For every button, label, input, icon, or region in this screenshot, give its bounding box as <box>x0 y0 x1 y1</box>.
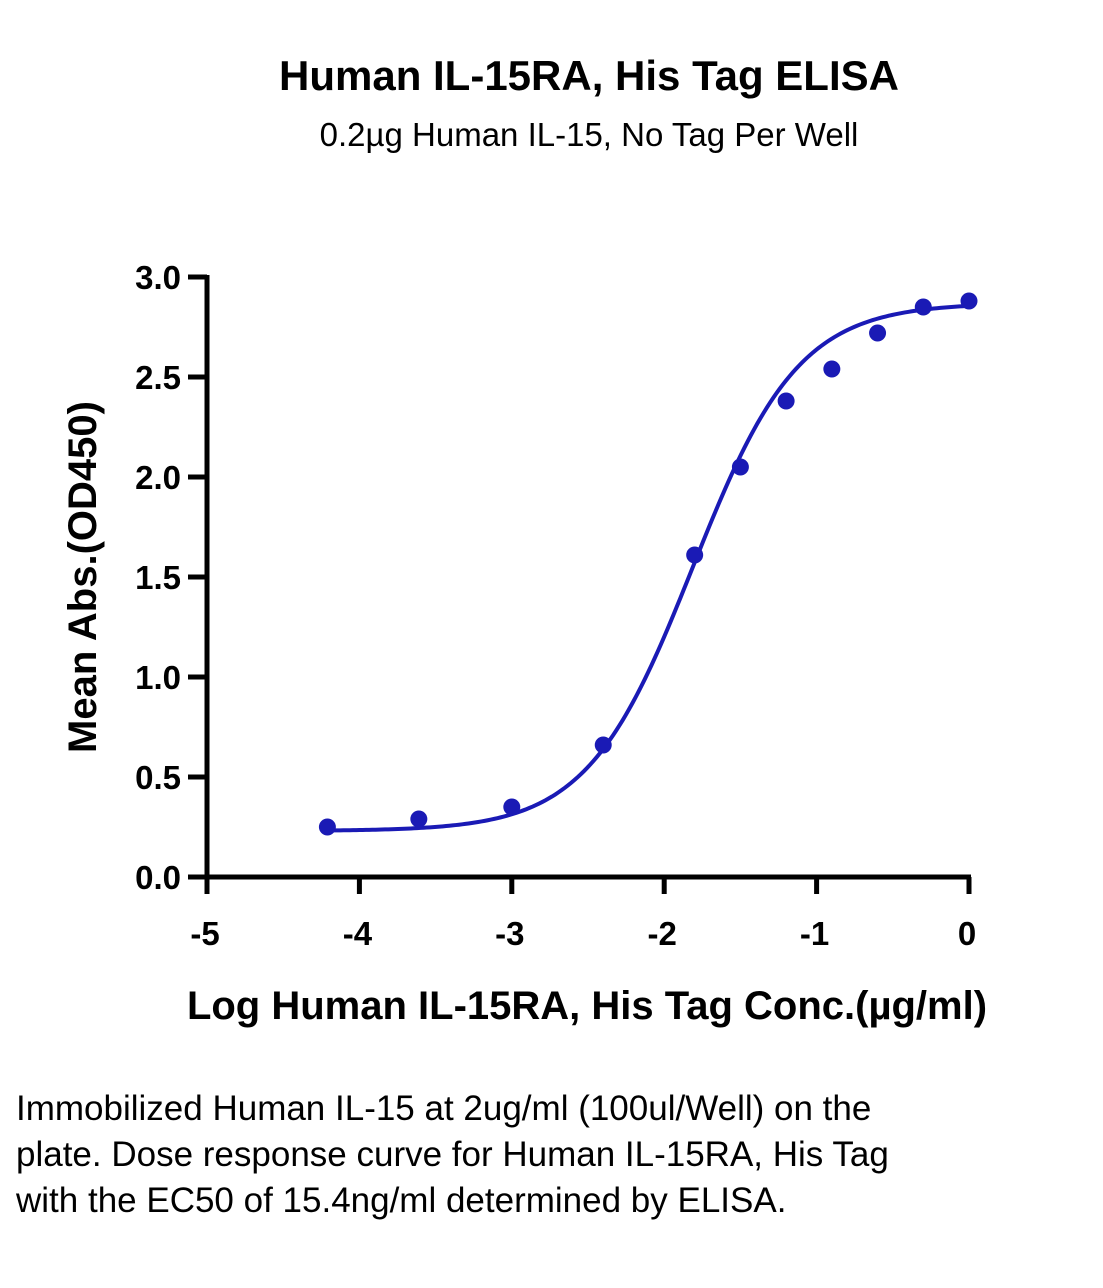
data-point <box>318 818 336 836</box>
x-tick-label: -4 <box>343 915 373 952</box>
y-tick-label: 2.5 <box>135 359 181 396</box>
data-point <box>914 298 932 316</box>
x-tick-label: -1 <box>800 915 829 952</box>
x-tick-label: -5 <box>190 915 219 952</box>
fit-curve <box>327 303 970 833</box>
y-tick-label: 2.0 <box>135 459 181 496</box>
axes <box>188 274 972 894</box>
data-point <box>503 798 521 816</box>
y-tick-label: 0.5 <box>135 759 181 796</box>
y-tick-label: 1.0 <box>135 659 181 696</box>
data-point <box>777 392 795 410</box>
chart-title: Human IL-15RA, His Tag ELISA <box>279 52 899 99</box>
data-point <box>869 324 887 342</box>
elisa-chart: 0.0 0.5 1.0 1.5 2.0 2.5 3.0 -5 -4 -3 -2 -1 0 Log Hum… <box>61 259 987 1028</box>
data-points-layer <box>318 292 978 836</box>
data-point <box>594 736 612 754</box>
y-axis-label: Mean Abs.(OD450) <box>61 401 105 753</box>
data-point <box>410 810 428 828</box>
x-tick-label: 0 <box>958 915 976 952</box>
data-point <box>731 458 749 476</box>
chart-subtitle: 0.2µg Human IL-15, No Tag Per Well <box>319 116 859 153</box>
y-tick-label: 3.0 <box>135 259 181 296</box>
x-tick-label: -3 <box>495 915 524 952</box>
figure-caption: Immobilized Human IL-15 at 2ug/ml (100ul… <box>16 1089 889 1220</box>
y-tick-label: 1.5 <box>135 559 181 596</box>
x-tick-label: -2 <box>648 915 677 952</box>
data-point <box>823 360 841 378</box>
data-point <box>686 546 704 564</box>
data-point <box>960 292 978 310</box>
tick-labels: 0.0 0.5 1.0 1.5 2.0 2.5 3.0 -5 -4 -3 -2 -1 0 <box>135 259 976 952</box>
y-tick-label: 0.0 <box>135 859 181 896</box>
fit-curve-layer <box>327 303 970 833</box>
x-axis-label: Log Human IL-15RA, His Tag Conc.(µg/ml) <box>187 984 987 1028</box>
